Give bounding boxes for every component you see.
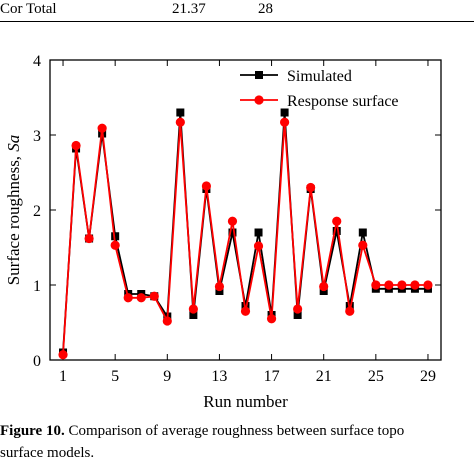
table-cell-df: 28 [258,1,273,17]
data-point [280,108,289,117]
data-point [228,228,237,237]
data-point [189,311,198,319]
caption-line-2: surface models. [0,445,95,461]
legend-marker [254,95,264,105]
data-point [345,306,355,316]
x-tick-label: 5 [111,368,119,385]
data-point [358,228,367,237]
data-point [123,293,133,303]
table-cell-sum-of-squares: 21.37 [172,1,206,17]
data-point [97,123,107,133]
legend-label: Response surface [287,93,399,110]
table-row-cor-total: Cor Total 21.37 28 [0,0,474,22]
data-point [84,233,94,244]
data-point [58,350,68,360]
data-point [384,280,394,290]
data-point [71,140,81,151]
figure-caption: Figure 10. Comparison of average roughne… [0,420,474,464]
data-point [423,280,433,290]
data-point [201,181,211,191]
y-axis-label: Surface roughness, Sa [4,135,23,286]
data-point [410,280,420,290]
data-point [111,232,120,241]
table-cell-source: Cor Total [0,1,57,17]
data-point [293,304,303,314]
x-tick-label: 17 [264,368,280,385]
x-tick-label: 13 [211,368,227,385]
caption-text: Comparison of average roughness between … [64,423,405,439]
data-point [280,117,290,127]
x-tick-label: 25 [368,368,384,385]
legend-label: Simulated [287,68,352,85]
x-axis-label: Run number [203,392,288,411]
data-point [240,306,251,316]
data-point [371,280,381,290]
data-point [332,227,341,235]
data-point [397,280,407,290]
data-point [358,240,368,250]
data-point [175,117,185,127]
data-point [319,281,329,292]
legend: Simulated Response surface [240,68,399,110]
y-tick-label: 3 [33,128,41,145]
series-response-surface [58,117,433,360]
data-point [149,291,159,301]
legend-marker [255,71,263,79]
data-point [188,304,198,314]
x-tick-label: 1 [59,368,67,385]
data-point [253,241,264,251]
data-point [254,228,263,237]
data-point [136,293,146,303]
data-point [227,216,238,226]
data-point [306,182,316,193]
data-point [266,314,277,324]
y-tick-label: 0 [33,353,41,370]
data-point [332,216,342,226]
line-chart: 1 5 9 13 17 21 25 29 0 1 2 3 4 Run number Surface roug… [4,53,442,411]
data-point [110,240,120,250]
data-point [176,108,185,117]
series-simulated [59,108,432,357]
x-tick-label: 21 [316,368,332,385]
y-tick-label: 4 [33,53,41,70]
data-point [293,311,302,319]
x-tick-label: 29 [420,368,436,385]
data-point [214,281,225,292]
data-point [162,316,172,326]
y-tick-label: 1 [33,278,41,295]
y-tick-label: 2 [33,203,41,220]
x-tick-label: 9 [163,368,171,385]
caption-label: Figure 10. [0,423,65,439]
table-bottom-rule [0,21,474,22]
